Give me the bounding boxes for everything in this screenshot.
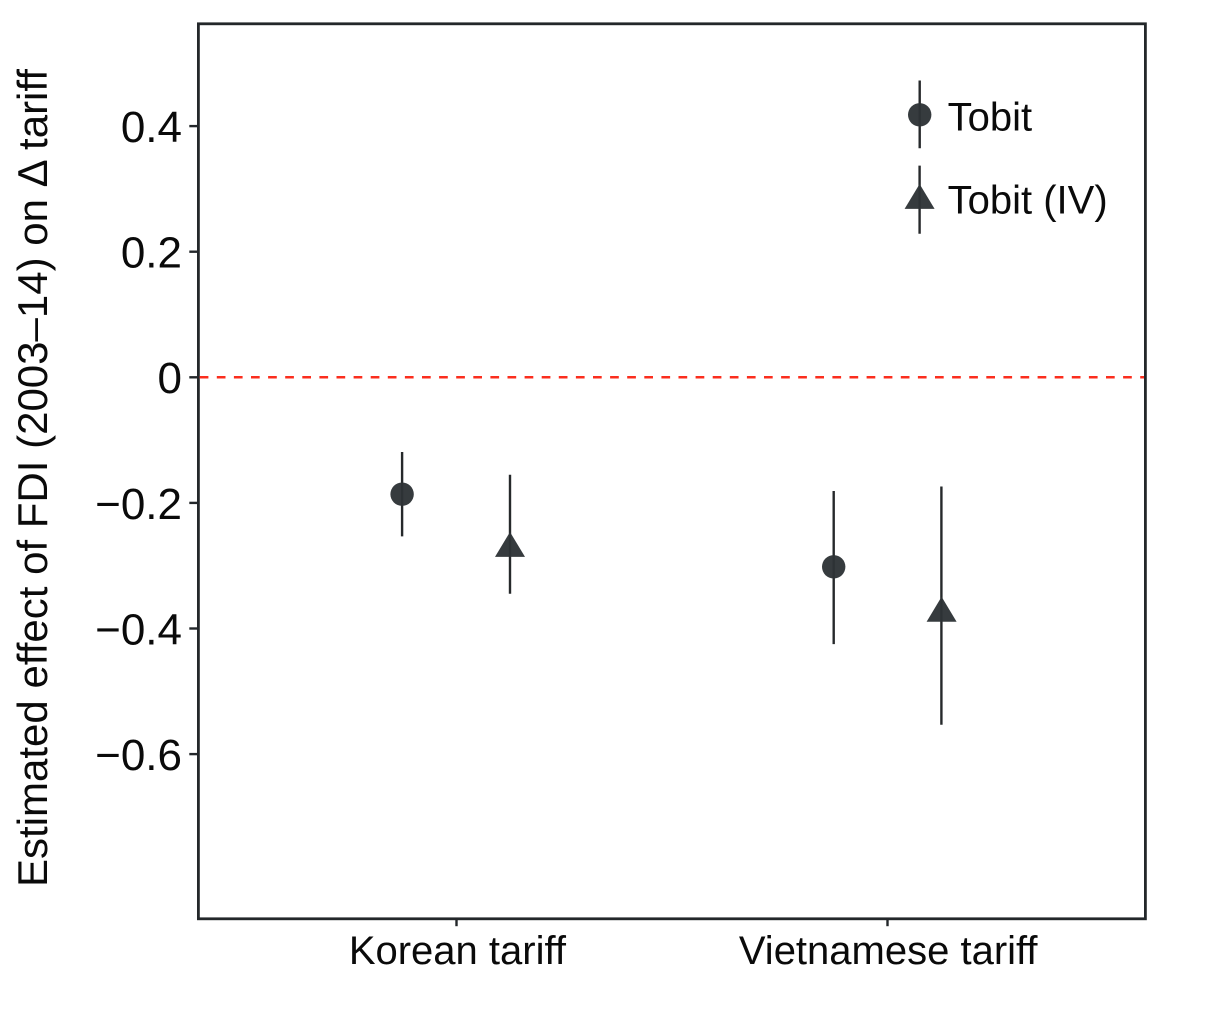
svg-text:Tobit (IV): Tobit (IV) <box>948 179 1108 223</box>
svg-text:0.2: 0.2 <box>121 229 182 278</box>
svg-text:0.4: 0.4 <box>121 103 182 152</box>
svg-text:−0.2: −0.2 <box>95 480 182 529</box>
svg-text:Korean tariff: Korean tariff <box>349 929 567 973</box>
svg-text:−0.6: −0.6 <box>95 731 182 780</box>
svg-text:−0.4: −0.4 <box>95 605 182 654</box>
svg-text:Estimated effect of FDI (2003–: Estimated effect of FDI (2003–14) on Δ t… <box>9 69 56 887</box>
svg-text:0: 0 <box>158 354 182 403</box>
svg-text:Tobit: Tobit <box>948 96 1033 140</box>
svg-text:Vietnamese tariff: Vietnamese tariff <box>739 929 1039 973</box>
